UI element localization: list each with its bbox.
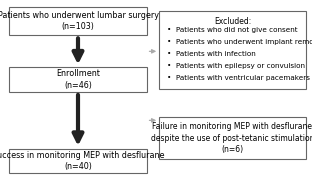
Text: Patients who underwent lumbar surgery
(n=103): Patients who underwent lumbar surgery (n… xyxy=(0,11,158,32)
Bar xyxy=(9,7,147,35)
Text: Failure in monitoring MEP with desflurane
despite the use of post-tetanic stimul: Failure in monitoring MEP with desfluran… xyxy=(151,122,312,154)
Bar xyxy=(159,117,306,159)
Text: Excluded:: Excluded: xyxy=(214,17,251,26)
Text: •  Patients with infection: • Patients with infection xyxy=(167,51,256,57)
Bar xyxy=(9,67,147,92)
Text: •  Patients with epilepsy or convulsion: • Patients with epilepsy or convulsion xyxy=(167,63,305,69)
Bar xyxy=(9,149,147,173)
Text: Success in monitoring MEP with desflurane
(n=40): Success in monitoring MEP with desfluran… xyxy=(0,151,164,171)
Text: •  Patients with ventricular pacemakers: • Patients with ventricular pacemakers xyxy=(167,75,310,81)
Text: Enrollment
(n=46): Enrollment (n=46) xyxy=(56,69,100,90)
Text: •  Patients who underwent implant removal: • Patients who underwent implant removal xyxy=(167,39,312,45)
Text: •  Patients who did not give consent: • Patients who did not give consent xyxy=(167,27,298,33)
Bar xyxy=(159,11,306,88)
